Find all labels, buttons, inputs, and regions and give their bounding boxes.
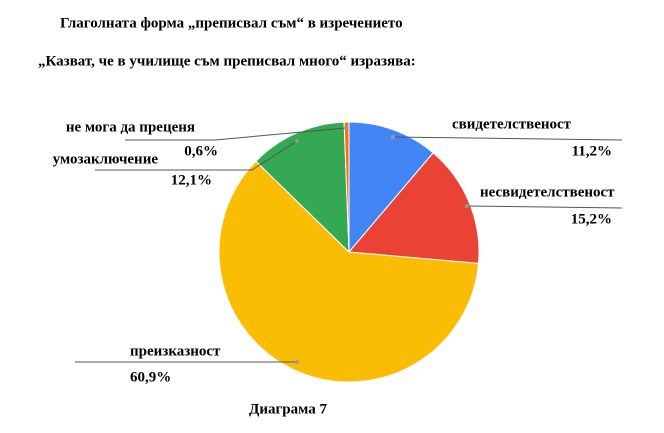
leader-dot (295, 360, 299, 364)
pie-slice (347, 152, 480, 264)
leader-line (466, 205, 623, 209)
leader-line (125, 127, 347, 141)
value-label: 12,1% (171, 172, 212, 188)
caption: Диаграма 7 (249, 401, 327, 417)
pie-slice (343, 121, 350, 253)
pie-slice (255, 121, 350, 254)
chart-title: Глаголната форма „преписвал съм“ в изреч… (60, 15, 403, 31)
value-label: 60,9% (130, 369, 171, 385)
value-label: 15,2% (571, 211, 612, 227)
leader-line (392, 136, 623, 141)
slice-label: преизказност (130, 343, 221, 359)
chart-subtitle: „Казват, че в училище съм преписвал мног… (38, 53, 416, 69)
leader-dot (295, 139, 299, 143)
leader-dot (465, 204, 469, 208)
value-label: 0,6% (184, 143, 218, 159)
value-label: 11,2% (572, 143, 612, 159)
leader-line (95, 140, 298, 171)
slice-label: свидетелственост (452, 116, 572, 132)
slice-label: не мога да преценя (66, 119, 195, 135)
slice-label: умозаключение (53, 151, 159, 167)
leader-dot (344, 126, 348, 130)
pie-slice (348, 121, 434, 254)
pie-slice (218, 160, 480, 383)
slice-label: несвидетелственост (480, 184, 615, 200)
leader-dot (391, 135, 395, 139)
